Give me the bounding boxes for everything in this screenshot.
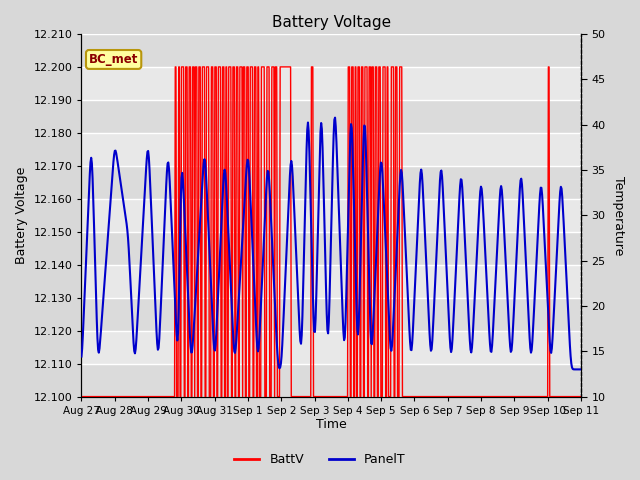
Title: Battery Voltage: Battery Voltage bbox=[271, 15, 391, 30]
Bar bbox=[81, 364, 581, 396]
Bar bbox=[81, 100, 581, 133]
Text: BC_met: BC_met bbox=[89, 53, 138, 66]
Bar bbox=[81, 232, 581, 265]
Bar bbox=[81, 298, 581, 331]
Bar bbox=[81, 34, 581, 67]
Legend: BattV, PanelT: BattV, PanelT bbox=[229, 448, 411, 471]
Y-axis label: Temperature: Temperature bbox=[612, 176, 625, 255]
Y-axis label: Battery Voltage: Battery Voltage bbox=[15, 167, 28, 264]
Bar bbox=[81, 166, 581, 199]
X-axis label: Time: Time bbox=[316, 419, 347, 432]
